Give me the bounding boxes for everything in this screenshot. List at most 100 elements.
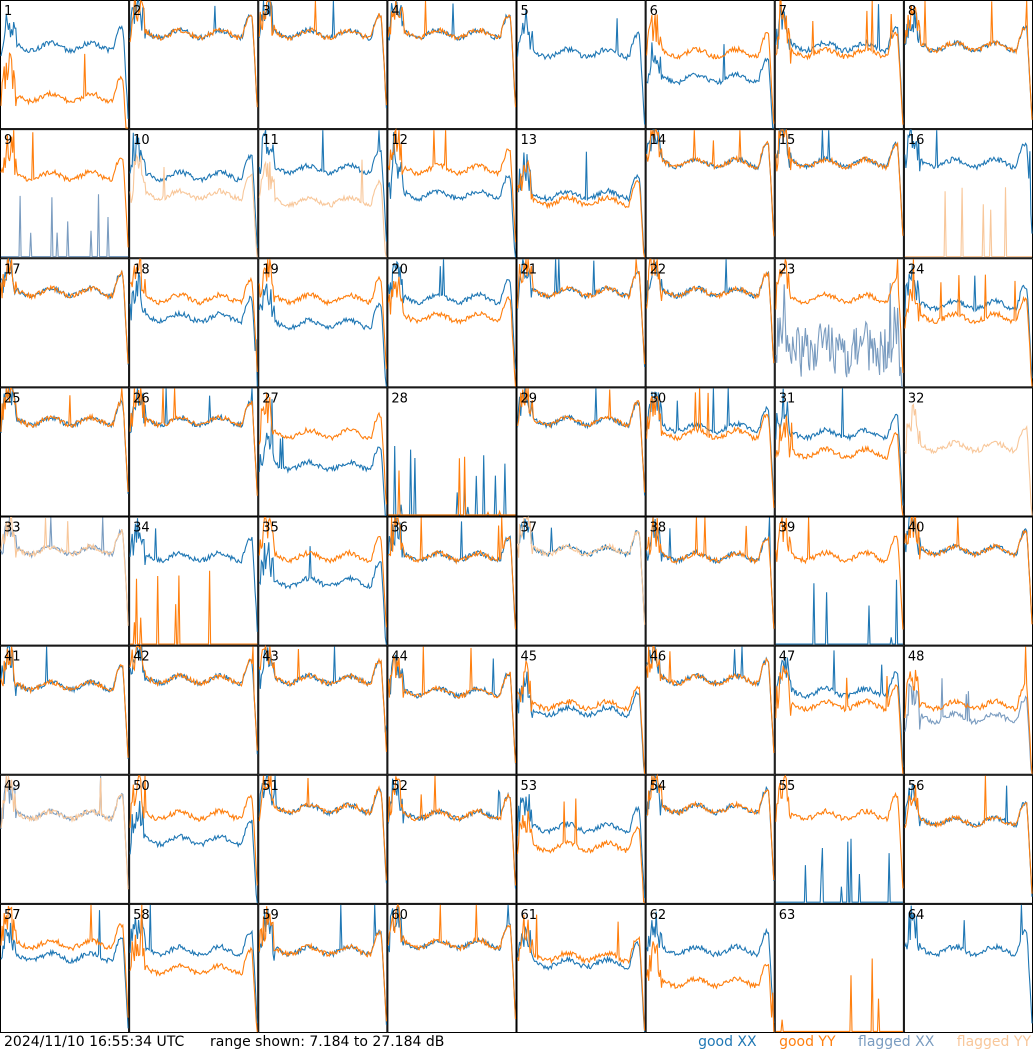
series-xx-panel-47: [775, 650, 904, 768]
legend-flagged-xx: flagged XX: [858, 1034, 935, 1050]
panel-label: 11: [262, 133, 279, 148]
panel-label: 6: [650, 4, 658, 19]
panel-label: 10: [133, 133, 150, 148]
series-xx-panel-13: [516, 151, 646, 258]
panel-label: 12: [391, 133, 408, 148]
panel-label: 15: [779, 133, 796, 148]
panel-label: 34: [133, 521, 150, 536]
panel-9: 9: [0, 129, 130, 259]
panel-frame: [387, 258, 517, 388]
series-yy-panel-9: [0, 130, 129, 248]
series-xx-panel-44: [388, 654, 517, 764]
panel-frame: [258, 258, 388, 388]
panel-8: 8: [903, 0, 1033, 130]
panel-frame: [903, 645, 1033, 775]
series-yy-panel-19: [258, 259, 387, 369]
series-xx-panel-3: [258, 0, 387, 109]
series-xx-panel-20: [387, 259, 517, 369]
panel-41: 41: [0, 645, 130, 775]
series-yy-panel-61: [516, 914, 646, 1031]
panel-53: 53: [516, 774, 646, 904]
panel-33: 33: [0, 516, 130, 646]
series-xx-panel-7: [775, 4, 904, 121]
panel-28: 28: [387, 387, 517, 517]
panel-47: 47: [774, 645, 904, 775]
series-yy-panel-46: [646, 646, 775, 753]
panel-frame: [0, 387, 130, 517]
legend-good-xx: good XX: [698, 1034, 757, 1050]
series-xx-panel-52: [387, 778, 517, 889]
panel-label: 21: [521, 262, 538, 277]
series-xx-panel-64: [904, 904, 1033, 1024]
series-xx-panel-55: [775, 838, 903, 903]
series-yy-panel-49: [0, 775, 129, 890]
panel-48: 48: [903, 645, 1033, 775]
panel-label: 35: [262, 521, 279, 536]
series-yy-panel-60: [387, 903, 517, 1020]
series-yy-panel-22: [646, 258, 775, 364]
panel-frame: [0, 645, 130, 775]
panel-frame: [258, 774, 388, 904]
panel-frame: [129, 258, 259, 388]
series-xx-panel-60: [387, 904, 517, 1020]
panel-16: 16: [903, 129, 1033, 259]
panel-label: 8: [908, 4, 916, 19]
panel-frame: [387, 387, 517, 517]
range-shown: range shown: 7.184 to 27.184 dB: [210, 1034, 445, 1050]
panel-label: 13: [521, 133, 538, 148]
series-yy-panel-26: [129, 388, 258, 496]
panel-frame: [0, 258, 130, 388]
series-xx-panel-38: [646, 517, 775, 629]
panel-22: 22: [645, 258, 775, 388]
series-yy-panel-15: [775, 128, 904, 236]
series-yy-panel-2: [129, 0, 258, 108]
panel-frame: [774, 774, 904, 904]
series-yy-panel-13: [516, 159, 646, 258]
panel-63: 63: [774, 903, 904, 1033]
panel-label: 16: [908, 133, 925, 148]
series-yy-panel-42: [129, 644, 258, 751]
panel-label: 62: [650, 908, 667, 923]
series-yy-panel-6: [646, 14, 775, 124]
panel-38: 38: [645, 516, 775, 646]
panel-2: 2: [129, 0, 259, 130]
panel-label: 31: [779, 391, 796, 406]
series-xx-panel-57: [0, 910, 129, 1029]
panel-label: 63: [779, 908, 796, 923]
panel-5: 5: [516, 0, 646, 130]
series-xx-panel-41: [0, 646, 129, 759]
panel-frame: [516, 903, 646, 1033]
panel-frame: [645, 774, 775, 904]
series-xx-panel-40: [904, 516, 1033, 622]
panel-frame: [774, 0, 904, 130]
panel-label: 36: [391, 521, 408, 536]
panel-59: 59: [258, 903, 388, 1033]
panel-19: 19: [258, 258, 388, 388]
footer: 2024/11/10 16:55:34 UTC range shown: 7.1…: [0, 1033, 1033, 1053]
series-xx-panel-56: [904, 783, 1033, 897]
series-yy-panel-37: [516, 515, 646, 625]
panel-label: 59: [262, 908, 279, 923]
series-yy-panel-16: [904, 187, 1032, 258]
panel-label: 51: [262, 779, 279, 794]
panel-6: 6: [645, 0, 775, 130]
panel-frame: [903, 129, 1033, 259]
panel-label: 48: [908, 650, 925, 665]
legend-good-yy: good YY: [779, 1034, 836, 1050]
series-yy-panel-36: [387, 516, 517, 630]
panel-7: 7: [774, 0, 904, 130]
panel-label: 57: [4, 908, 21, 923]
panel-frame: [387, 903, 517, 1033]
series-yy-panel-41: [0, 646, 129, 758]
panel-label: 19: [262, 262, 279, 277]
series-xx-panel-61: [516, 926, 646, 1033]
series-yy-panel-33: [0, 516, 129, 626]
panel-label: 5: [521, 4, 529, 19]
series-yy-panel-28: [388, 456, 516, 516]
panel-label: 27: [262, 391, 279, 406]
panel-frame: [516, 774, 646, 904]
panel-frame: [645, 903, 775, 1033]
series-xx-panel-30: [646, 388, 775, 501]
series-xx-panel-2: [129, 0, 258, 108]
